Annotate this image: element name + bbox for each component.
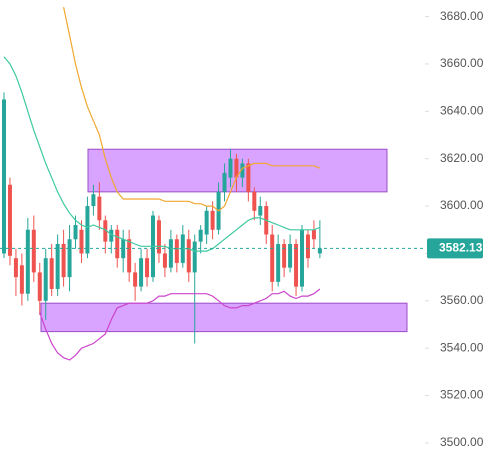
candle-body — [61, 243, 66, 278]
candle-body — [222, 172, 227, 192]
candle-body — [55, 243, 60, 289]
candle-body — [204, 210, 209, 235]
y-tick-label: 3520.00 — [440, 388, 484, 402]
y-tick-label: 3540.00 — [440, 340, 484, 354]
zone — [40, 302, 408, 333]
candle-body — [300, 229, 304, 287]
last-price-label: 3582.13 — [439, 241, 483, 255]
candle-body — [162, 253, 167, 268]
y-tick-label: 3500.00 — [440, 435, 484, 449]
candle-body — [115, 229, 120, 259]
candle-body — [67, 239, 72, 278]
candle-body — [198, 229, 203, 242]
price-axis: 3500.003520.003540.003560.003580.003600.… — [425, 9, 484, 449]
candle-body — [43, 258, 48, 301]
candle-body — [317, 248, 322, 254]
candle-body — [73, 225, 78, 240]
plot-area — [2, 6, 408, 361]
last-price-box — [427, 238, 483, 259]
candle-body — [270, 234, 275, 282]
candle-body — [49, 258, 54, 289]
candle-body — [79, 229, 84, 254]
candle-body — [305, 234, 310, 259]
candle-body — [85, 206, 90, 254]
candle-body — [145, 258, 150, 278]
candle-body — [252, 191, 257, 211]
candle-body — [121, 239, 126, 259]
indicator-line — [3, 56, 321, 252]
y-tick-label: 3660.00 — [440, 56, 484, 70]
y-tick-label: 3640.00 — [440, 104, 484, 118]
y-tick-label: 3560.00 — [440, 293, 484, 307]
candle-body — [133, 272, 138, 287]
candle-body — [228, 158, 233, 178]
candle-body — [7, 184, 12, 256]
candle-body — [168, 239, 173, 268]
candle-body — [97, 196, 102, 221]
candle-body — [240, 163, 245, 178]
candle-body — [156, 220, 161, 254]
y-tick-label: 3680.00 — [440, 9, 484, 23]
candle-body — [282, 243, 287, 268]
candle-body — [311, 229, 316, 240]
candle-body — [127, 239, 132, 273]
candle-body — [13, 258, 18, 278]
candle-body — [174, 239, 179, 263]
y-tick-label: 3600.00 — [440, 198, 484, 212]
candle-body — [294, 243, 299, 287]
indicator-line — [39, 288, 321, 361]
candle-body — [109, 229, 114, 242]
candle-body — [91, 194, 96, 207]
candle-body — [103, 220, 108, 242]
candle-body — [25, 229, 30, 294]
candle-body — [186, 239, 191, 273]
candle-body — [246, 163, 251, 192]
candle-body — [2, 99, 6, 254]
y-tick-label: 3620.00 — [440, 151, 484, 165]
candle-body — [276, 243, 281, 282]
candle-body — [139, 258, 144, 287]
indicator-line — [63, 6, 321, 212]
candle-body — [19, 265, 24, 294]
candle-body — [288, 243, 293, 268]
candle-body — [192, 241, 197, 273]
candle-body — [210, 210, 215, 230]
candle-body — [31, 229, 36, 273]
candle-body — [258, 206, 263, 216]
candle-body — [37, 272, 42, 301]
candle-body — [234, 158, 239, 178]
